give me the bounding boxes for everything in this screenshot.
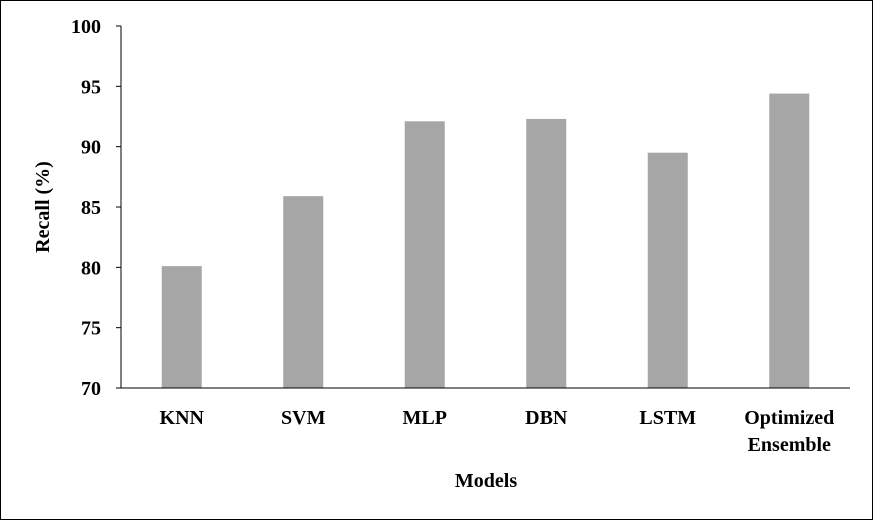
y-tick-label: 80 — [81, 257, 101, 279]
x-tick-label: MLP — [403, 407, 447, 429]
bar-mlp — [404, 121, 445, 389]
y-tick-label: 90 — [81, 137, 101, 159]
bar-dbn — [526, 118, 567, 388]
x-axis-label: Models — [455, 470, 517, 492]
x-tick-label: Optimized — [744, 407, 834, 429]
x-tick-label: DBN — [525, 407, 568, 429]
x-tick-label: KNN — [160, 407, 205, 429]
bar-knn — [161, 266, 202, 388]
y-ticks-group: 70 75 80 85 90 95 100 — [71, 16, 121, 400]
y-tick-label: 85 — [81, 197, 101, 219]
x-tick-label: SVM — [281, 407, 326, 429]
y-tick-label: 75 — [81, 318, 101, 340]
y-tick-label: 100 — [71, 16, 101, 38]
y-axis-label: Recall (%) — [32, 161, 54, 253]
bar-optimized-ensemble — [769, 93, 810, 388]
bar-lstm — [647, 152, 688, 388]
x-ticks-group: KNN SVM MLP DBN LSTM Optimized Ensemble — [160, 407, 835, 456]
x-tick-label: LSTM — [639, 407, 696, 429]
y-tick-label: 70 — [81, 378, 101, 400]
y-tick-label: 95 — [81, 76, 101, 98]
bar-svm — [283, 196, 324, 388]
bars-group — [161, 93, 810, 389]
x-tick-label: Ensemble — [748, 434, 831, 456]
